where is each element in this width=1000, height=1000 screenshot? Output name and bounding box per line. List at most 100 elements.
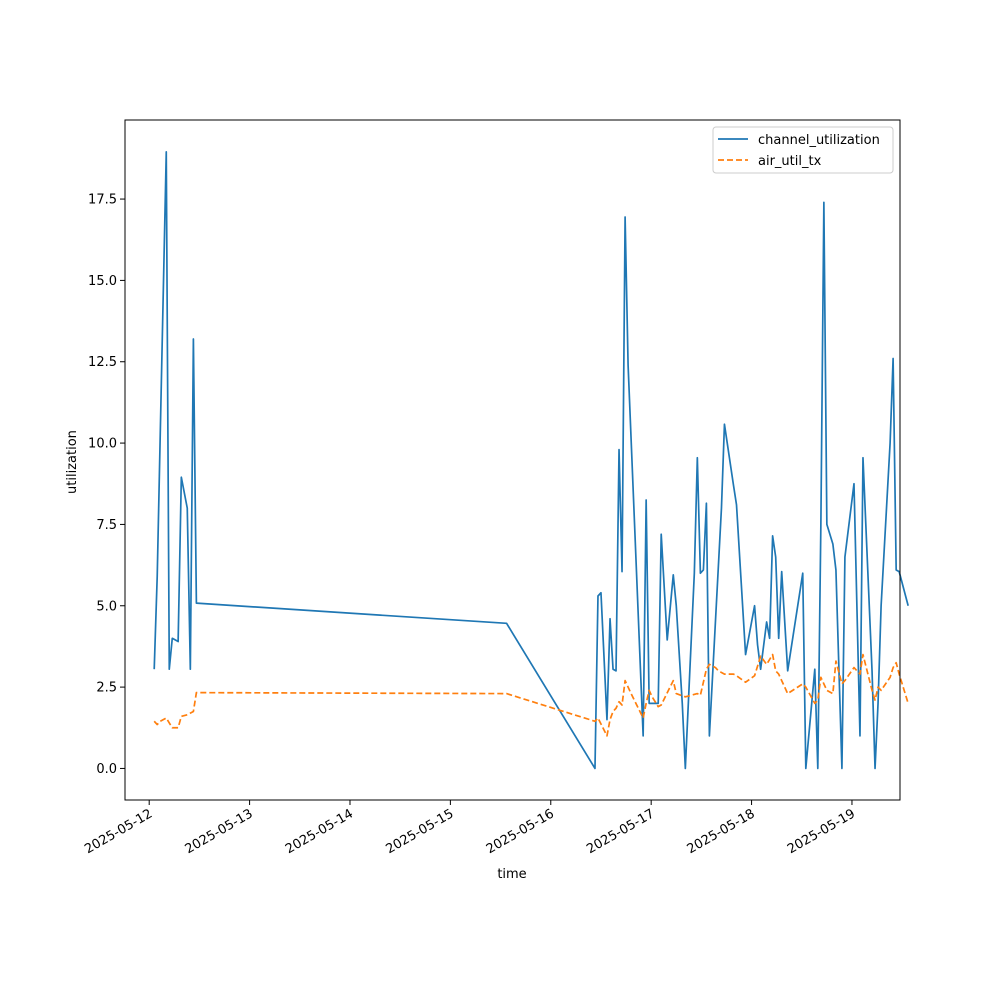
data-point [895, 662, 897, 664]
data-point [835, 660, 837, 662]
data-point [630, 693, 632, 695]
y-tick-label: 7.5 [96, 518, 117, 533]
x-axis-label: time [497, 867, 526, 882]
data-point [772, 535, 774, 537]
data-point [672, 680, 674, 682]
data-point [880, 689, 882, 691]
data-point [895, 569, 897, 571]
data-point [642, 717, 644, 719]
data-point [892, 667, 894, 669]
data-point [877, 702, 879, 704]
data-point [624, 216, 626, 218]
data-point [162, 719, 164, 721]
data-point [871, 689, 873, 691]
data-point [787, 670, 789, 672]
data-point [859, 735, 861, 737]
data-point [506, 693, 508, 695]
data-point [195, 692, 197, 694]
data-point [874, 699, 876, 701]
data-point [766, 663, 768, 665]
data-point [165, 151, 167, 153]
data-point [880, 605, 882, 607]
data-point [186, 714, 188, 716]
data-point [693, 572, 695, 574]
y-tick-label: 15.0 [88, 274, 117, 289]
data-point [745, 681, 747, 683]
data-point [733, 673, 735, 675]
data-point [889, 676, 891, 678]
data-point [745, 654, 747, 656]
data-point [645, 702, 647, 704]
data-point [177, 641, 179, 643]
data-point [660, 704, 662, 706]
data-point [757, 644, 759, 646]
data-point [775, 670, 777, 672]
data-point [787, 693, 789, 695]
data-point [699, 572, 701, 574]
data-point [871, 670, 873, 672]
data-point [600, 592, 602, 594]
data-point [615, 707, 617, 709]
data-point [705, 502, 707, 504]
data-point [844, 680, 846, 682]
y-tick-label: 12.5 [88, 355, 117, 370]
data-point [832, 543, 834, 545]
plot-area-frame [124, 119, 901, 801]
data-point [805, 686, 807, 688]
data-point [609, 618, 611, 620]
data-point [597, 595, 599, 597]
data-point [736, 675, 738, 677]
data-point [721, 672, 723, 674]
data-point [718, 670, 720, 672]
data-point [606, 719, 608, 721]
data-point [820, 676, 822, 678]
data-point [892, 358, 894, 360]
data-point [841, 683, 843, 685]
data-point [778, 673, 780, 675]
data-point [760, 655, 762, 657]
data-point [889, 442, 891, 444]
data-point [823, 201, 825, 203]
data-point [802, 572, 804, 574]
data-point [171, 637, 173, 639]
data-point [862, 654, 864, 656]
data-point [153, 720, 155, 722]
data-point [168, 722, 170, 724]
data-point [651, 696, 653, 698]
data-point [615, 670, 617, 672]
legend-label-channel-utilization: channel_utilization [758, 133, 880, 148]
data-point [907, 605, 909, 607]
data-point [817, 699, 819, 701]
data-point [772, 654, 774, 656]
data-point [627, 364, 629, 366]
data-point [642, 735, 644, 737]
data-point [826, 524, 828, 526]
data-point [189, 668, 191, 670]
data-point [171, 727, 173, 729]
data-point [621, 571, 623, 573]
y-tick-label: 10.0 [88, 437, 117, 452]
data-point [705, 668, 707, 670]
data-point [180, 715, 182, 717]
legend-box [712, 126, 894, 174]
data-point [736, 504, 738, 506]
y-tick-label: 17.5 [88, 193, 117, 208]
y-axis: 0.0 2.5 5.0 7.5 10.0 12.5 15.0 17.5 [88, 193, 125, 777]
y-tick-label: 2.5 [96, 681, 117, 696]
data-point [874, 768, 876, 770]
data-point [597, 717, 599, 719]
data-point [754, 675, 756, 677]
data-point [609, 719, 611, 721]
data-point [708, 735, 710, 737]
data-point [506, 622, 508, 624]
data-point [814, 668, 816, 670]
data-point [180, 476, 182, 478]
data-point [681, 702, 683, 704]
data-point [648, 702, 650, 704]
data-point [657, 702, 659, 704]
data-point [624, 680, 626, 682]
data-point [760, 668, 762, 670]
data-point [802, 683, 804, 685]
data-point [733, 484, 735, 486]
data-point [192, 338, 194, 340]
